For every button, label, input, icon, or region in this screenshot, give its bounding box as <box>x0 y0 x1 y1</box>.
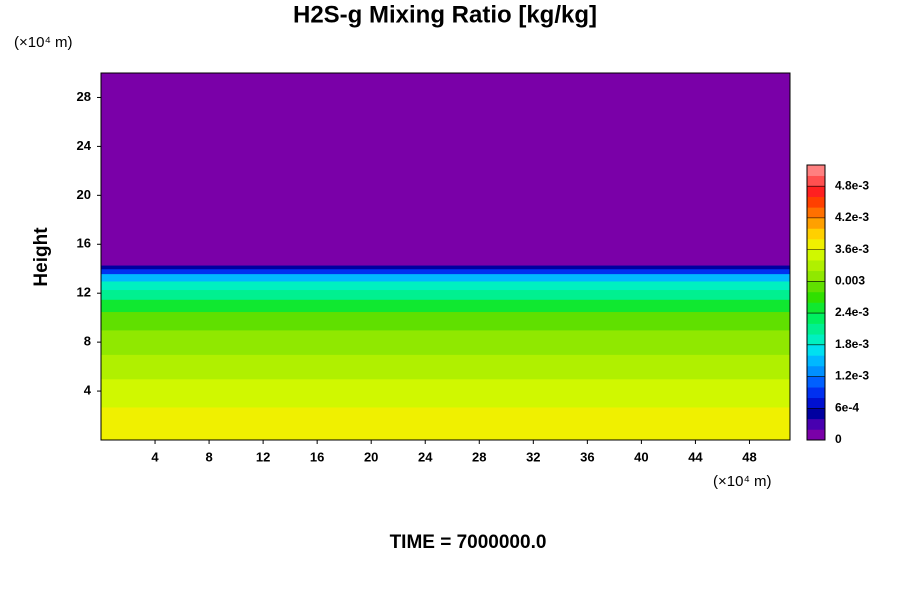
x-tick-label: 16 <box>310 449 324 464</box>
plot-frame <box>100 72 791 441</box>
colorbar-tick-label: 6e-4 <box>835 400 859 414</box>
y-tick-label: 20 <box>77 187 91 202</box>
colorbar-swatch <box>807 175 825 187</box>
field-band <box>101 406 790 441</box>
colorbar-swatch <box>807 239 825 250</box>
y-axis-label: Height <box>31 227 52 287</box>
colorbar-tick-label: 2.4e-3 <box>835 305 869 319</box>
field-band <box>101 311 790 331</box>
x-tick-label: 36 <box>580 449 594 464</box>
x-tick-label: 20 <box>364 449 378 464</box>
colorbar-swatch <box>807 323 825 335</box>
colorbar-swatch <box>807 228 825 240</box>
colorbar-swatch <box>807 365 825 377</box>
x-tick-label: 32 <box>526 449 540 464</box>
y-tick-label: 12 <box>77 285 91 300</box>
chart-title: H2S-g Mixing Ratio [kg/kg] <box>293 1 597 28</box>
y-tick-label: 16 <box>77 236 91 251</box>
colorbar-swatch <box>807 281 825 293</box>
field-band <box>101 299 790 313</box>
colorbar-swatch <box>807 270 825 282</box>
colorbar-swatch <box>807 313 825 324</box>
colorbar-swatch <box>807 217 825 229</box>
field-band <box>101 268 790 275</box>
colorbar-swatch <box>807 429 825 441</box>
y-tick-label: 4 <box>84 383 92 398</box>
colorbar-swatch <box>807 302 825 314</box>
x-tick-label: 24 <box>418 449 433 464</box>
colorbar-swatch <box>807 397 825 409</box>
colorbar-swatch <box>807 387 825 398</box>
y-tick-label: 28 <box>77 89 91 104</box>
x-tick-label: 48 <box>742 449 756 464</box>
colorbar-swatch <box>807 418 825 430</box>
colorbar-swatch <box>807 186 825 198</box>
field-band <box>101 329 790 355</box>
colorbar-tick-label: 3.6e-3 <box>835 242 869 256</box>
colorbar-tick-label: 0 <box>835 432 842 446</box>
field-band <box>101 378 790 408</box>
x-tick-label: 4 <box>151 449 159 464</box>
field-band <box>101 280 790 291</box>
field-band <box>101 354 790 380</box>
colorbar-swatch <box>807 376 825 388</box>
x-tick-label: 40 <box>634 449 648 464</box>
field-band <box>101 265 790 270</box>
x-unit: (×10⁴ m) <box>713 473 772 490</box>
colorbar-swatch <box>807 196 825 208</box>
colorbar-swatch <box>807 165 825 176</box>
footer: TIME = 7000000.0 <box>390 532 547 553</box>
x-tick-label: 28 <box>472 449 486 464</box>
colorbar-swatch <box>807 355 825 367</box>
colorbar-swatch <box>807 408 825 420</box>
colorbar-swatch <box>807 260 825 272</box>
colorbar-tick-label: 1.8e-3 <box>835 337 869 351</box>
y-tick-label: 8 <box>84 334 91 349</box>
colorbar-swatch <box>807 249 825 261</box>
colorbar-swatch <box>807 344 825 356</box>
colorbar-tick-label: 1.2e-3 <box>835 369 869 383</box>
colorbar-swatch <box>807 291 825 303</box>
x-tick-label: 8 <box>205 449 212 464</box>
colorbar-tick-label: 4.2e-3 <box>835 210 869 224</box>
field-band <box>101 73 790 266</box>
field-band <box>101 289 790 300</box>
colorbar-tick-label: 0.003 <box>835 274 865 288</box>
colorbar-swatch <box>807 334 825 346</box>
x-tick-label: 44 <box>688 449 703 464</box>
y-tick-label: 24 <box>77 138 92 153</box>
x-tick-label: 12 <box>256 449 270 464</box>
field-band <box>101 273 790 282</box>
colorbar-swatch <box>807 207 825 219</box>
colorbar-tick-label: 4.8e-3 <box>835 178 869 192</box>
y-unit: (×10⁴ m) <box>14 34 73 51</box>
